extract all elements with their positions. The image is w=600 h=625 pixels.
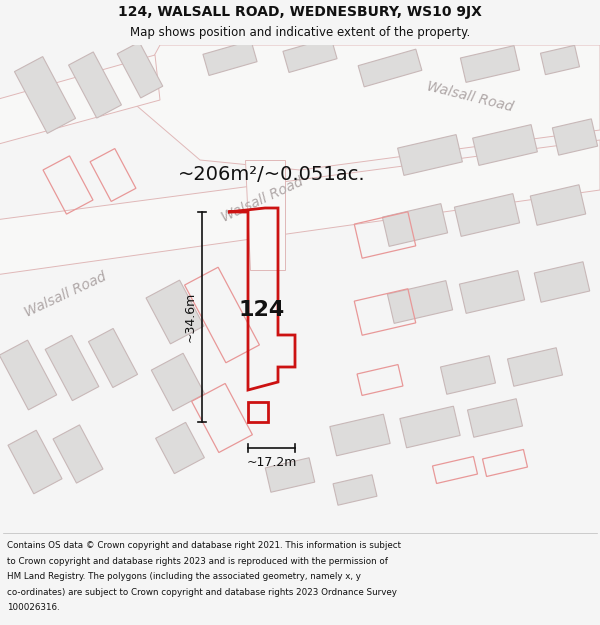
Polygon shape <box>467 399 523 437</box>
Polygon shape <box>553 119 598 155</box>
Polygon shape <box>358 49 422 87</box>
Polygon shape <box>534 262 590 302</box>
Polygon shape <box>8 430 62 494</box>
Polygon shape <box>0 340 56 410</box>
Polygon shape <box>88 329 137 388</box>
Text: 124, WALSALL ROAD, WEDNESBURY, WS10 9JX: 124, WALSALL ROAD, WEDNESBURY, WS10 9JX <box>118 5 482 19</box>
Text: ~206m²/~0.051ac.: ~206m²/~0.051ac. <box>178 166 365 184</box>
Polygon shape <box>460 271 524 313</box>
Text: ~34.6m: ~34.6m <box>184 292 197 342</box>
Polygon shape <box>330 414 390 456</box>
Polygon shape <box>53 425 103 483</box>
Polygon shape <box>265 458 315 492</box>
Text: Walsall Road: Walsall Road <box>219 175 305 225</box>
Polygon shape <box>283 38 337 72</box>
Polygon shape <box>388 281 452 323</box>
Polygon shape <box>508 348 563 386</box>
Polygon shape <box>541 46 580 74</box>
Polygon shape <box>454 194 520 236</box>
Polygon shape <box>473 124 538 166</box>
Polygon shape <box>130 45 600 170</box>
Text: ~17.2m: ~17.2m <box>247 456 296 469</box>
Text: HM Land Registry. The polygons (including the associated geometry, namely x, y: HM Land Registry. The polygons (includin… <box>7 572 361 581</box>
Polygon shape <box>155 422 205 474</box>
Text: co-ordinates) are subject to Crown copyright and database rights 2023 Ordnance S: co-ordinates) are subject to Crown copyr… <box>7 588 397 597</box>
Text: Contains OS data © Crown copyright and database right 2021. This information is : Contains OS data © Crown copyright and d… <box>7 541 401 551</box>
Polygon shape <box>45 336 99 401</box>
Polygon shape <box>0 140 600 275</box>
Polygon shape <box>382 204 448 246</box>
Text: Map shows position and indicative extent of the property.: Map shows position and indicative extent… <box>130 26 470 39</box>
Polygon shape <box>333 475 377 505</box>
Polygon shape <box>68 52 121 118</box>
Text: 124: 124 <box>239 300 285 320</box>
Polygon shape <box>245 160 285 270</box>
Text: to Crown copyright and database rights 2023 and is reproduced with the permissio: to Crown copyright and database rights 2… <box>7 557 388 566</box>
Polygon shape <box>14 57 76 133</box>
Polygon shape <box>0 55 160 145</box>
Polygon shape <box>530 185 586 225</box>
Polygon shape <box>146 280 204 344</box>
Polygon shape <box>440 356 496 394</box>
Text: Walsall Road: Walsall Road <box>425 79 515 114</box>
Polygon shape <box>460 46 520 82</box>
Text: Walsall Road: Walsall Road <box>22 270 108 320</box>
Polygon shape <box>203 41 257 76</box>
Polygon shape <box>151 353 205 411</box>
Polygon shape <box>398 134 463 176</box>
Text: 100026316.: 100026316. <box>7 603 60 612</box>
Polygon shape <box>117 42 163 98</box>
Polygon shape <box>400 406 460 447</box>
